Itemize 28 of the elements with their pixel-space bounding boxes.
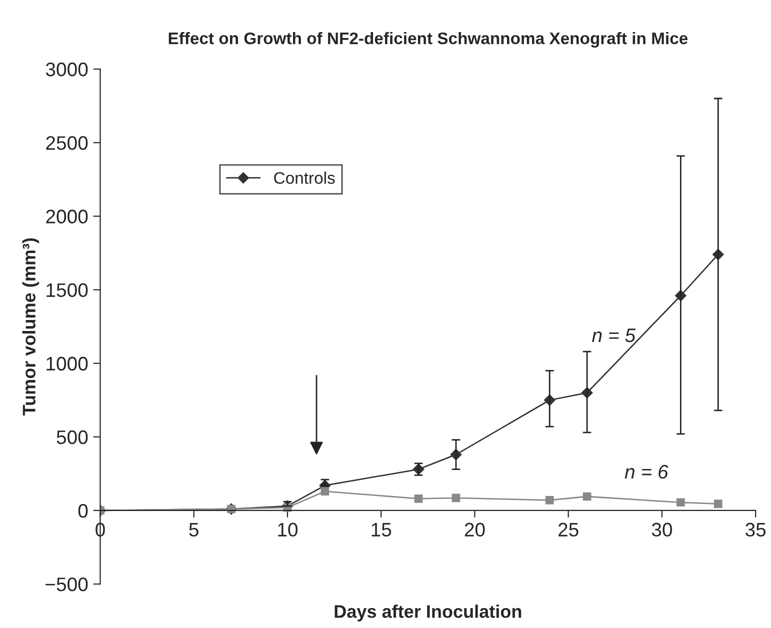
- point: [320, 487, 330, 496]
- point: [676, 498, 685, 507]
- annotation: n = 6: [624, 464, 668, 479]
- y-tick-label: 500: [56, 430, 88, 444]
- y-tick-label: −500: [46, 578, 88, 592]
- x-tick-label: 25: [558, 522, 578, 537]
- y-tick-label: 2500: [46, 136, 88, 150]
- y-tick-label: 2000: [46, 210, 88, 224]
- x-tick-label: 5: [189, 522, 198, 537]
- y-tick-label: 0: [78, 504, 88, 518]
- y-axis-title: Tumor volume (mm³): [22, 238, 40, 416]
- x-tick-label: 20: [464, 522, 485, 537]
- point: [545, 496, 554, 504]
- point: [452, 494, 460, 502]
- point: [714, 500, 722, 508]
- y-tick-label: 1500: [46, 283, 88, 298]
- y-tick-label: 1000: [46, 356, 88, 371]
- chart-title: Effect on Growth of NF2-deficient Schwannoma Xenograft in Mice: [168, 32, 688, 48]
- legend-label: Controls: [274, 172, 335, 184]
- annotation: n = 5: [592, 328, 636, 342]
- x-axis-title: Days after Inoculation: [334, 604, 522, 622]
- point: [414, 494, 423, 503]
- x-tick-label: 30: [652, 522, 672, 537]
- y-tick-label: 3000: [46, 62, 88, 76]
- x-tick-label: 35: [746, 522, 766, 537]
- x-tick-label: 10: [278, 522, 298, 537]
- x-tick-label: 15: [372, 522, 392, 537]
- point: [582, 492, 592, 501]
